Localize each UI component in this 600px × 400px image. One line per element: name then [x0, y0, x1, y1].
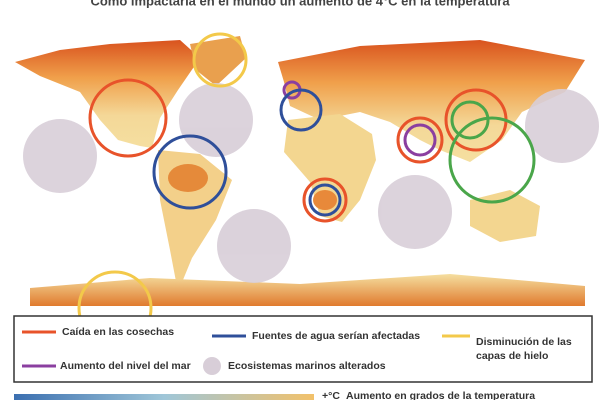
title: Cómo impactaría en el mundo un aumento d… [90, 0, 510, 8]
marine-zone [525, 89, 599, 163]
marine-zone [217, 209, 291, 283]
crops-ring [88, 78, 168, 158]
legend-label: Ecosistemas marinos alterados [228, 360, 386, 372]
temperature-scale: +°C Aumento en grados de la temperatura [14, 390, 535, 400]
green-ring [450, 100, 490, 140]
scale-label: Aumento en grados de la temperatura [346, 390, 535, 400]
legend-line: Disminución de las [476, 336, 572, 348]
impact-rings [77, 32, 536, 346]
marine-zones [23, 83, 599, 283]
crops-ring [396, 116, 444, 164]
marine-zone [179, 83, 253, 157]
amazon-heat [168, 164, 208, 192]
africa [284, 114, 376, 222]
legend-label: Disminución de las capas de hielo [476, 336, 575, 362]
scale-unit: +°C [322, 390, 340, 400]
legend-label: Fuentes de agua serían afectadas [252, 330, 420, 342]
green-ring [448, 116, 536, 204]
water-ring [308, 183, 342, 217]
legend-label: Aumento del nivel del mar [60, 360, 191, 372]
legend: Caída en las cosechas Fuentes de agua se… [13, 315, 593, 383]
ice-ring [192, 32, 248, 88]
scale-bar [14, 394, 314, 400]
sea-ring [403, 123, 437, 157]
legend-label: Caída en las cosechas [62, 326, 174, 338]
marine-zone [378, 175, 452, 249]
eurasia [278, 40, 585, 162]
legend-line: capas de hielo [476, 350, 548, 362]
north-america [15, 40, 200, 148]
africa-heat [313, 190, 337, 210]
map [15, 36, 585, 306]
greenland [190, 36, 246, 86]
marine-zone [23, 119, 97, 193]
australia [470, 190, 540, 242]
antarctica [30, 274, 585, 306]
legend-box [13, 315, 593, 383]
legend-swatch [203, 357, 221, 375]
water-ring [152, 134, 228, 210]
crops-ring [302, 177, 348, 223]
water-ring [279, 88, 323, 132]
